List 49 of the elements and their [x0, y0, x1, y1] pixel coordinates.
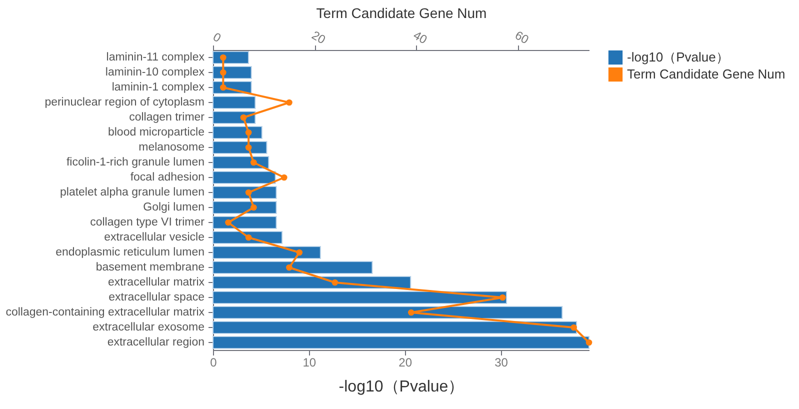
bar [212, 156, 270, 169]
y-tick-label: platelet alpha granule lumen [60, 186, 204, 198]
x2-tick-label: 20 [309, 28, 328, 47]
y-tick-label: laminin-10 complex [105, 66, 205, 78]
y-tick-label: collagen type VI trimer [90, 216, 205, 228]
bar [212, 261, 373, 274]
y-tick-label: basement membrane [96, 262, 204, 274]
x2-tick-label: 0 [210, 30, 224, 46]
y-tick-label: laminin-11 complex [106, 52, 205, 64]
y-tick-label: extracellular vesicle [104, 232, 204, 244]
y-tick-label: perinuclear region of cytoplasm [44, 96, 204, 108]
x-tick-label: 0 [210, 356, 218, 370]
y-tick-label: extracellular space [108, 292, 204, 304]
y-tick-label: blood microparticle [108, 126, 204, 138]
x2-tick-label: 40 [410, 28, 430, 47]
legend-label: -log10（Pvalue） [627, 50, 729, 64]
x-tick-label: 10 [302, 356, 316, 370]
y-tick-label: focal adhesion [130, 172, 204, 184]
bar [212, 171, 276, 184]
bar [212, 141, 268, 154]
x-axis-title: -log10（Pvalue） [338, 378, 464, 396]
bar [212, 321, 578, 334]
bar [212, 96, 256, 109]
bar [212, 246, 321, 259]
bar [212, 186, 277, 199]
y-tick-label: ficolin-1-rich granule lumen [66, 156, 204, 168]
legend-label: Term Candidate Gene Num [627, 66, 786, 82]
y-tick-label: Golgi lumen [143, 202, 204, 214]
y-tick-label: extracellular exosome [92, 322, 204, 334]
x2-axis-title: Term Candidate Gene Num [316, 4, 487, 21]
bar [212, 216, 277, 229]
bar [212, 126, 262, 139]
bar [212, 66, 252, 79]
y-tick-label: endoplasmic reticulum lumen [56, 246, 204, 258]
y-tick-label: laminin-1 complex [112, 82, 205, 94]
bar [212, 201, 277, 214]
x-tick-label: 20 [398, 356, 412, 370]
bar [212, 276, 412, 289]
bar [212, 231, 283, 244]
y-tick-label: collagen-containing extracellular matrix [6, 306, 205, 318]
y-tick-label: extracellular matrix [108, 276, 205, 288]
y-tick-label: extracellular region [107, 336, 204, 348]
y-tick-label: collagen trimer [129, 112, 205, 124]
x2-tick-label: 60 [512, 28, 532, 47]
x-tick-label: 30 [494, 356, 508, 370]
bar [212, 306, 563, 319]
y-tick-label: melanosome [138, 142, 204, 154]
bar [212, 291, 508, 304]
bar [212, 51, 249, 64]
